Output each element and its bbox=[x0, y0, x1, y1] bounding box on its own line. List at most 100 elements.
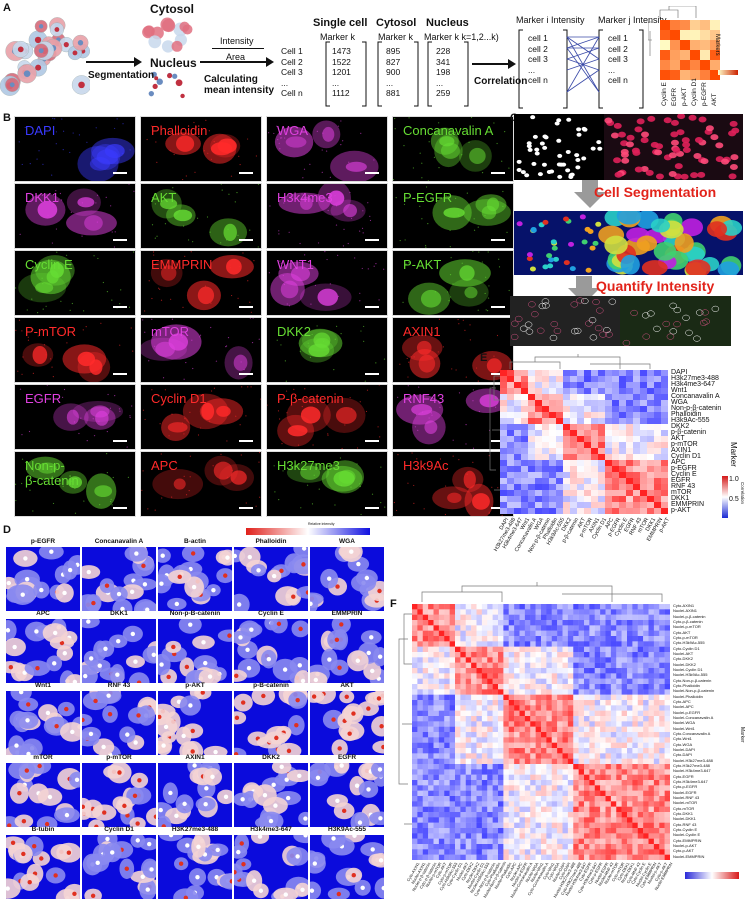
f-heat-cell bbox=[562, 641, 569, 647]
f-heat-cell bbox=[627, 673, 633, 679]
panel-e-dendrogram-left bbox=[489, 375, 500, 491]
e-heat-cell bbox=[577, 454, 585, 461]
f-heat-cell bbox=[551, 641, 558, 647]
speckle bbox=[238, 265, 241, 268]
f-heat-cell bbox=[627, 636, 633, 642]
f-heat-cell bbox=[621, 700, 628, 706]
f-heat-cell bbox=[637, 705, 644, 711]
f-heat-cell bbox=[573, 652, 579, 658]
e-heat-cell bbox=[619, 436, 627, 443]
f-heat-cell bbox=[664, 774, 670, 781]
e-heat-cell bbox=[535, 412, 543, 419]
f-heat-cell bbox=[557, 668, 563, 674]
f-heat-cell bbox=[616, 769, 622, 775]
f-heat-cell bbox=[653, 614, 660, 621]
e-heat-cell bbox=[549, 448, 557, 455]
nucleus-mask bbox=[556, 138, 562, 143]
f-heat-cell bbox=[567, 833, 574, 839]
speckle bbox=[361, 267, 363, 270]
f-heat-cell bbox=[643, 833, 649, 839]
d-nucleus bbox=[12, 644, 17, 650]
f-heat-cell bbox=[616, 764, 622, 770]
d-nucleus bbox=[271, 782, 276, 788]
speckle bbox=[359, 401, 361, 403]
speckle bbox=[301, 193, 303, 195]
f-heat-cell bbox=[621, 636, 628, 642]
f-heat-cell bbox=[412, 705, 418, 711]
f-heat-cell bbox=[627, 806, 633, 813]
e-heat-cell bbox=[619, 496, 627, 503]
speckle bbox=[183, 475, 185, 477]
f-heat-cell bbox=[627, 774, 633, 781]
f-heat-cell bbox=[664, 705, 670, 711]
f-heat-cell bbox=[535, 652, 542, 658]
f-heat-cell bbox=[524, 774, 531, 781]
d-nucleus bbox=[135, 838, 140, 843]
f-heat-cell bbox=[498, 609, 504, 615]
f-heat-cell bbox=[632, 625, 638, 631]
f-heat-cell bbox=[508, 817, 515, 823]
f-heat-cell bbox=[562, 774, 569, 781]
f-heat-cell bbox=[460, 710, 466, 717]
e-heat-cell bbox=[633, 502, 641, 509]
f-heat-cell bbox=[546, 646, 552, 653]
e-row-label: APC bbox=[671, 459, 686, 466]
segmented-nucleus bbox=[579, 214, 586, 220]
speckle bbox=[337, 295, 340, 297]
f-heat-cell bbox=[557, 705, 563, 711]
f-heat-cell bbox=[444, 758, 450, 765]
f-heat-cell bbox=[584, 838, 590, 845]
d-nucleus bbox=[234, 752, 239, 755]
f-heat-cell bbox=[433, 625, 440, 631]
f-heat-cell bbox=[444, 614, 450, 621]
e-heat-cell bbox=[598, 448, 606, 455]
f-heat-cell bbox=[605, 652, 612, 658]
speckle bbox=[169, 149, 171, 152]
f-heat-cell bbox=[546, 710, 552, 717]
f-heat-cell bbox=[648, 716, 655, 722]
d-tile-label: Non-p-B-catenin bbox=[169, 610, 221, 617]
speckle bbox=[95, 127, 97, 129]
d-cell bbox=[69, 771, 80, 788]
f-heat-cell bbox=[589, 636, 595, 642]
f-heat-cell bbox=[653, 620, 660, 626]
speckle bbox=[109, 500, 112, 503]
f-heat-cell bbox=[643, 801, 649, 807]
e-heat-cell bbox=[591, 466, 599, 473]
f-heat-cell bbox=[653, 801, 660, 807]
e-heat-cell bbox=[507, 406, 515, 413]
e-heat-cell bbox=[661, 466, 668, 473]
f-heat-cell bbox=[627, 812, 633, 818]
f-heat-cell bbox=[460, 748, 466, 754]
f-heat-cell bbox=[471, 700, 477, 706]
e-heat-cell bbox=[535, 430, 543, 437]
f-heat-cell bbox=[584, 636, 590, 642]
f-heat-cell bbox=[449, 764, 456, 770]
f-heat-cell bbox=[508, 844, 515, 850]
f-heat-cell bbox=[428, 716, 434, 722]
f-heat-cell bbox=[600, 774, 606, 781]
speckle bbox=[215, 360, 218, 362]
f-heat-cell bbox=[600, 662, 606, 669]
e-heat-cell bbox=[591, 460, 599, 467]
f-heat-cell bbox=[637, 721, 644, 727]
f-heat-cell bbox=[562, 790, 569, 797]
f-heat-cell bbox=[567, 684, 574, 690]
f-heat-cell bbox=[417, 614, 423, 621]
f-heat-cell bbox=[460, 732, 466, 738]
nucleus-signal bbox=[77, 197, 95, 208]
f-heat-cell bbox=[600, 806, 606, 813]
f-heat-cell bbox=[605, 657, 612, 663]
quantified-cell bbox=[630, 309, 638, 316]
e-heat-cell bbox=[598, 382, 606, 389]
d-nucleus bbox=[17, 791, 22, 796]
nucleus-mask bbox=[576, 132, 582, 137]
f-heat-cell bbox=[589, 657, 595, 663]
f-heat-cell bbox=[653, 742, 660, 749]
d-nucleus bbox=[52, 661, 57, 666]
tile-label-line: P-mTOR bbox=[25, 324, 77, 339]
d-tile-label: p-AKT bbox=[185, 682, 205, 689]
arrow-segmentation bbox=[86, 57, 142, 67]
f-heat-cell bbox=[498, 710, 504, 717]
nucleus-signal bbox=[32, 346, 48, 364]
